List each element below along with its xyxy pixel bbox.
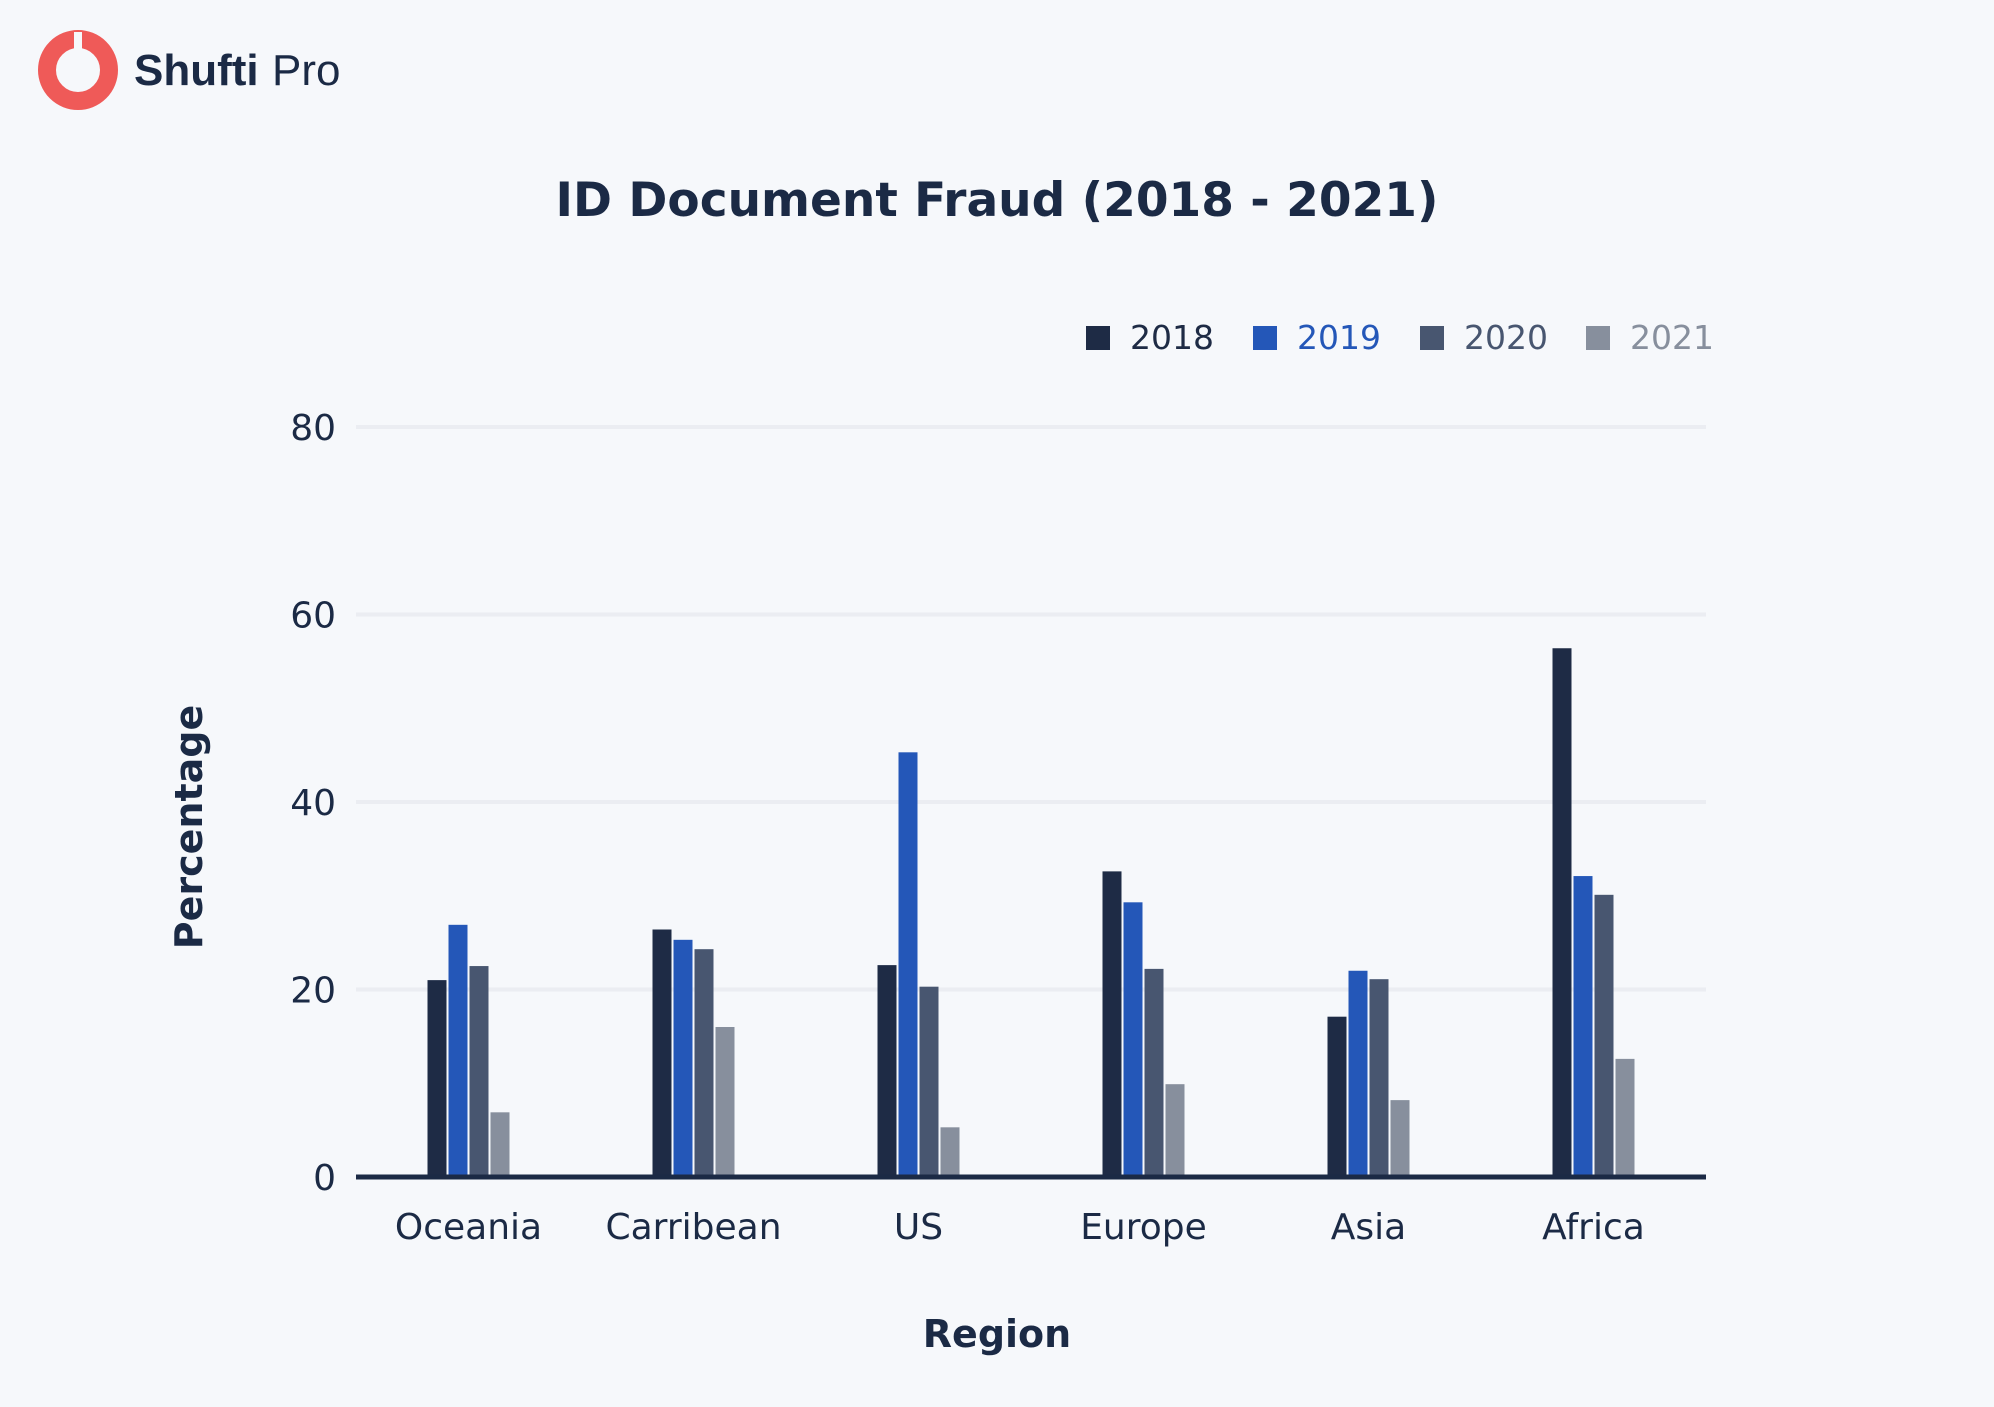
- bar-carribean-2020: [694, 949, 714, 1177]
- shufti-pro-logo: Shufti Pro: [36, 22, 356, 122]
- legend-swatch: [1586, 326, 1610, 350]
- bar-carribean-2018: [652, 929, 672, 1177]
- x-tick-label: Oceania: [395, 1207, 542, 1248]
- bar-oceania-2018: [427, 980, 447, 1177]
- x-axis-ticks: Oceania Carribean US Europe Asia Africa: [395, 1207, 1645, 1248]
- bar-asia-2019: [1348, 970, 1368, 1177]
- chart-title: ID Document Fraud (2018 - 2021): [556, 173, 1439, 228]
- bar-europe-2021: [1165, 1084, 1185, 1177]
- bar-africa-2019: [1573, 876, 1593, 1177]
- legend-swatch: [1420, 326, 1444, 350]
- x-tick-label: Carribean: [605, 1207, 781, 1248]
- y-tick-label: 40: [290, 783, 336, 824]
- bar-us-2018: [877, 965, 897, 1177]
- legend-label: 2020: [1464, 318, 1548, 357]
- gridlines: [356, 425, 1706, 992]
- bar-asia-2018: [1327, 1016, 1347, 1177]
- bar-europe-2020: [1144, 968, 1164, 1177]
- y-tick-label: 0: [313, 1158, 336, 1199]
- bar-oceania-2021: [490, 1112, 510, 1177]
- legend-swatch: [1086, 326, 1110, 350]
- bar-carribean-2019: [673, 939, 693, 1177]
- bars: [427, 648, 1635, 1177]
- bar-africa-2020: [1594, 894, 1614, 1177]
- bar-europe-2019: [1123, 902, 1143, 1177]
- x-tick-label: Africa: [1542, 1207, 1645, 1248]
- bar-asia-2021: [1390, 1100, 1410, 1177]
- logo-ring-icon: [38, 30, 118, 110]
- bar-africa-2021: [1615, 1058, 1635, 1177]
- y-tick-label: 60: [290, 596, 336, 637]
- bar-asia-2020: [1369, 979, 1389, 1177]
- legend-label: 2019: [1297, 318, 1381, 357]
- y-tick-label: 20: [290, 971, 336, 1012]
- legend-label: 2021: [1630, 318, 1714, 357]
- bar-us-2020: [919, 986, 939, 1177]
- y-tick-label: 80: [290, 408, 336, 449]
- legend-swatch: [1253, 326, 1277, 350]
- x-tick-label: Europe: [1080, 1207, 1207, 1248]
- legend-label: 2018: [1130, 318, 1214, 357]
- bar-us-2021: [940, 1127, 960, 1177]
- bar-africa-2018: [1552, 648, 1572, 1177]
- bar-oceania-2020: [469, 966, 489, 1177]
- y-axis-label: Percentage: [167, 705, 211, 950]
- bar-us-2019: [898, 752, 918, 1177]
- logo-wordmark-light: Pro: [272, 46, 340, 95]
- x-tick-label: US: [894, 1207, 943, 1248]
- x-tick-label: Asia: [1331, 1207, 1406, 1248]
- logo-wordmark-bold: Shufti: [134, 46, 259, 95]
- legend: 2018 2019 2020 2021: [1086, 318, 1714, 357]
- bar-carribean-2021: [715, 1027, 735, 1177]
- y-axis-ticks: 0 20 40 60 80: [290, 408, 336, 1199]
- bar-oceania-2019: [448, 924, 468, 1177]
- x-axis-label: Region: [923, 1312, 1071, 1356]
- bar-europe-2018: [1102, 871, 1122, 1177]
